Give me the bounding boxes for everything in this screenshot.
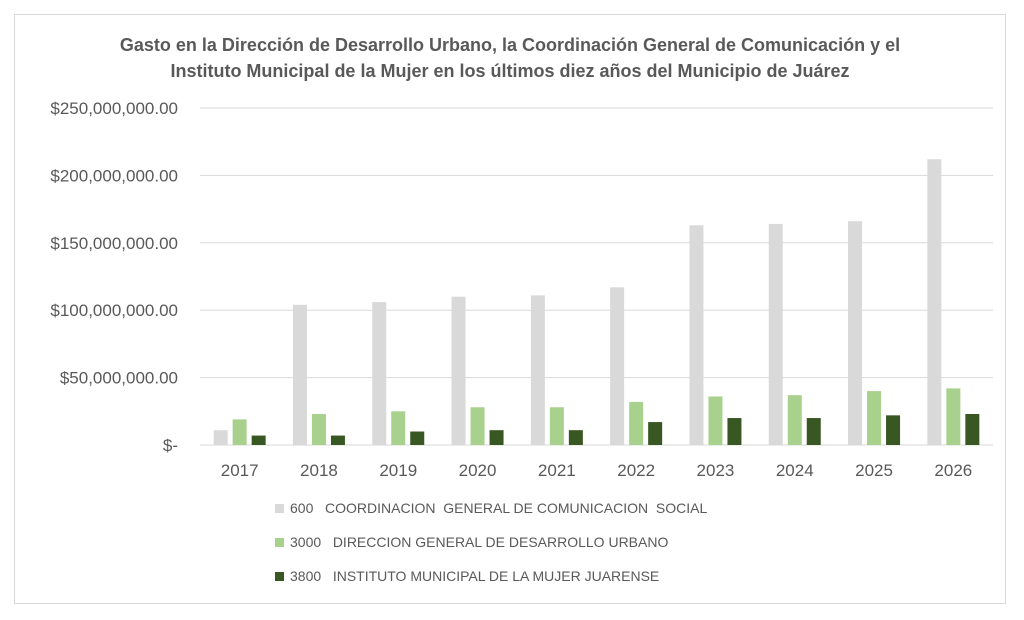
- chart-title: Gasto en la Dirección de Desarrollo Urba…: [119, 35, 901, 81]
- bar-2022-series-2: [629, 401, 644, 445]
- bar-2025-series-1: [848, 221, 863, 445]
- legend-swatch: [275, 571, 284, 581]
- x-tick-label: 2024: [776, 461, 814, 480]
- bar-2019-series-2: [391, 411, 406, 445]
- x-tick-label: 2021: [538, 461, 576, 480]
- chart-legend: 600 COORDINACION GENERAL DE COMUNICACION…: [275, 498, 707, 600]
- bar-2021-series-3: [568, 430, 583, 445]
- x-tick-label: 2017: [221, 461, 259, 480]
- bar-2025-series-2: [867, 391, 882, 445]
- bar-2024-series-1: [768, 223, 783, 445]
- bar-2025-series-3: [886, 415, 901, 445]
- bar-2021-series-1: [530, 295, 545, 445]
- legend-label: 600 COORDINACION GENERAL DE COMUNICACION…: [290, 500, 708, 516]
- bar-2018-series-3: [330, 435, 345, 445]
- bar-2026-series-2: [946, 388, 961, 445]
- bar-2017-series-1: [213, 430, 228, 445]
- legend-swatch: [275, 537, 284, 547]
- bar-2018-series-1: [292, 304, 307, 445]
- legend-item-1: 600 COORDINACION GENERAL DE COMUNICACION…: [275, 498, 707, 518]
- bar-2022-series-3: [648, 422, 663, 445]
- bar-2020-series-1: [451, 296, 466, 445]
- bar-2018-series-2: [311, 413, 326, 445]
- x-tick-label: 2025: [855, 461, 893, 480]
- bar-2017-series-3: [251, 435, 266, 445]
- bar-2023-series-1: [689, 225, 704, 445]
- y-tick-label: $150,000,000.00: [50, 234, 178, 253]
- bar-2026-series-1: [927, 159, 942, 445]
- bar-2021-series-2: [549, 407, 564, 445]
- bar-2019-series-1: [372, 302, 387, 445]
- legend-item-3: 3800 INSTITUTO MUNICIPAL DE LA MUJER JUA…: [275, 566, 707, 586]
- bar-2020-series-3: [489, 430, 504, 445]
- y-tick-label: $100,000,000.00: [50, 301, 178, 320]
- y-tick-label: $250,000,000.00: [50, 99, 178, 118]
- x-tick-label: 2023: [697, 461, 735, 480]
- bar-2023-series-3: [727, 418, 742, 445]
- bar-2022-series-1: [610, 287, 625, 445]
- x-tick-label: 2020: [459, 461, 497, 480]
- bar-2020-series-2: [470, 407, 485, 445]
- legend-label: 3800 INSTITUTO MUNICIPAL DE LA MUJER JUA…: [290, 568, 660, 584]
- y-tick-label: $50,000,000.00: [60, 369, 178, 388]
- y-tick-label: $-: [163, 436, 178, 455]
- legend-item-2: 3000 DIRECCION GENERAL DE DESARROLLO URB…: [275, 532, 707, 552]
- chart-frame: [14, 14, 1006, 604]
- bar-2017-series-2: [232, 419, 247, 445]
- bar-2019-series-3: [410, 431, 425, 445]
- x-tick-label: 2019: [379, 461, 417, 480]
- bar-2024-series-3: [806, 418, 821, 445]
- bar-2023-series-2: [708, 396, 723, 445]
- x-tick-label: 2018: [300, 461, 338, 480]
- bar-2024-series-2: [787, 395, 802, 445]
- x-tick-label: 2022: [617, 461, 655, 480]
- bar-2026-series-3: [965, 413, 980, 445]
- y-tick-label: $200,000,000.00: [50, 166, 178, 185]
- x-tick-label: 2026: [934, 461, 972, 480]
- legend-label: 3000 DIRECCION GENERAL DE DESARROLLO URB…: [290, 534, 669, 550]
- legend-swatch: [275, 503, 284, 513]
